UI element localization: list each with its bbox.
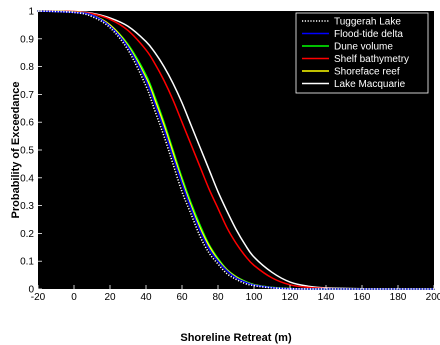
x-tick-label: 60 xyxy=(176,292,188,303)
series-line-tuggerah-lake xyxy=(37,10,434,290)
x-tick-label: -20 xyxy=(31,292,46,303)
legend-label: Lake Macquarie xyxy=(334,79,406,90)
x-tick-label: 180 xyxy=(390,292,407,303)
series-line-shelf-bathymetry xyxy=(37,10,435,290)
x-axis-ticks: -20 0 20 40 60 80 100 120 140 160 180 200 xyxy=(31,285,440,303)
legend-label: Shoreface reef xyxy=(334,67,400,78)
series-layer xyxy=(37,10,435,290)
x-tick-label: 80 xyxy=(212,292,224,303)
x-tick-label: 40 xyxy=(140,292,152,303)
y-tick-label: 0.3 xyxy=(20,201,34,212)
x-tick-label: 0 xyxy=(71,292,77,303)
y-axis-ticks: 0 0.1 0.2 0.3 0.4 0.5 0.6 0.7 0.8 0.9 1 xyxy=(20,7,42,296)
x-tick-label: 200 xyxy=(426,292,440,303)
y-tick-label: 0.5 xyxy=(20,146,34,157)
y-tick-label: 0 xyxy=(28,285,34,296)
y-tick-label: 0.2 xyxy=(20,229,34,240)
legend-box xyxy=(295,12,429,94)
series-line-lake-macquarie xyxy=(37,10,435,290)
x-tick-label: 20 xyxy=(104,292,116,303)
x-tick-label: 160 xyxy=(354,292,371,303)
x-tick-label: 100 xyxy=(246,292,263,303)
y-tick-label: 0.7 xyxy=(20,90,34,101)
x-tick-label: 120 xyxy=(282,292,299,303)
x-axis-label: Shoreline Retreat (m) xyxy=(180,332,292,344)
legend-label: Flood-tide delta xyxy=(334,29,403,40)
y-axis-label: Probability of Exceedance xyxy=(10,82,22,219)
y-tick-label: 1 xyxy=(28,7,34,18)
legend-label: Shelf bathymetry xyxy=(334,54,409,65)
y-tick-label: 0.9 xyxy=(20,34,34,45)
y-tick-label: 0.8 xyxy=(20,62,34,73)
x-tick-label: 140 xyxy=(318,292,335,303)
legend-label: Tuggerah Lake xyxy=(334,17,401,28)
y-tick-label: 0.1 xyxy=(20,257,34,268)
y-tick-label: 0.6 xyxy=(20,118,34,129)
legend-label: Dune volume xyxy=(334,42,393,53)
y-tick-label: 0.4 xyxy=(20,173,34,184)
